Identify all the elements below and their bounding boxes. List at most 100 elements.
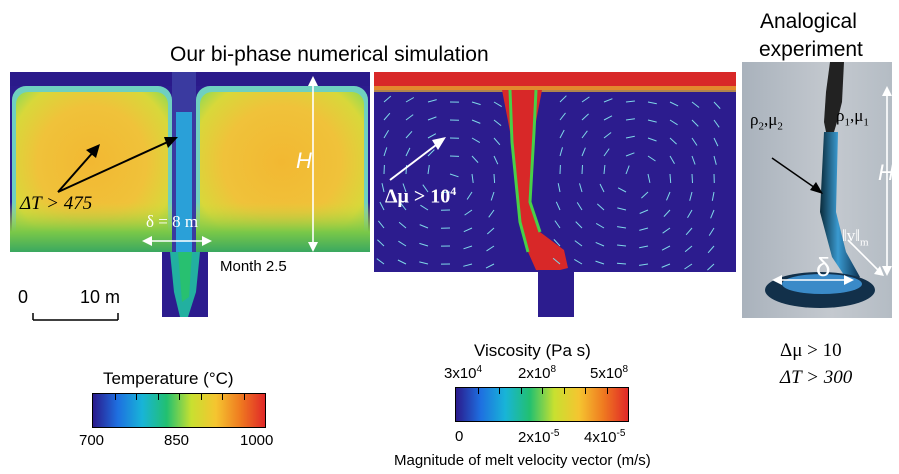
velocity-arrow <box>581 130 588 139</box>
velocity-arrow <box>713 155 717 165</box>
experiment-title-line1: Analogical <box>760 10 857 33</box>
viscosity-colorbar <box>455 387 629 422</box>
temperature-tick-850: 850 <box>164 432 190 449</box>
velocity-arrow <box>377 239 385 247</box>
delta-mu-label: Δμ > 104 <box>385 184 457 208</box>
height-label: H <box>296 148 312 173</box>
velocity-arrow <box>684 263 693 270</box>
velocity-arrow <box>398 221 407 229</box>
conduit <box>176 112 192 252</box>
velocity-tick-bottom-0: 0 <box>455 428 464 445</box>
velocity-tick-bottom-2: 4x10-5 <box>584 428 626 446</box>
colorbar-tick-mark <box>200 394 202 400</box>
velocity-arrow <box>398 240 407 247</box>
velocity-arrow <box>691 173 693 184</box>
viscous-jet <box>820 132 860 284</box>
colorbar-tick-mark <box>563 388 565 394</box>
velocity-arrow <box>488 209 495 218</box>
velocity-arrow <box>617 244 627 247</box>
velocity-arrow <box>647 155 656 162</box>
colorbar-tick-mark <box>585 388 586 394</box>
experiment-delta-label: δ <box>816 252 831 282</box>
velocity-arrow <box>710 209 715 219</box>
velocity-arrow <box>596 203 605 211</box>
velocity-arrow <box>713 119 720 128</box>
velocity-arrow <box>595 260 605 265</box>
velocity-arrow <box>405 130 413 139</box>
velocity-arrow <box>378 220 385 229</box>
velocity-arrow <box>603 115 613 121</box>
velocity-arrow <box>617 207 627 211</box>
velocity-arrow <box>639 245 649 249</box>
velocity-arrow <box>553 239 561 247</box>
velocity-arrow <box>405 147 411 157</box>
velocity-arrow <box>707 245 715 254</box>
temperature-colorbar <box>92 393 266 428</box>
velocity-arrow <box>713 137 719 147</box>
velocity-arrow <box>463 227 473 233</box>
velocity-arrow <box>691 155 696 165</box>
velocity-arrow <box>691 119 699 127</box>
velocity-arrow <box>376 258 385 265</box>
velocity-colorbar-title: Magnitude of melt velocity vector (m/s) <box>394 452 651 469</box>
velocity-arrow <box>427 133 437 139</box>
velocity-arrow <box>493 101 502 108</box>
velocity-arrow <box>449 173 459 178</box>
velocity-arrow <box>427 165 430 175</box>
velocity-vectors <box>376 95 721 271</box>
velocity-arrow <box>641 191 649 199</box>
velocity-arrow <box>595 222 605 229</box>
velocity-arrow <box>647 119 657 123</box>
velocity-arrow <box>669 173 672 184</box>
velocity-arrow <box>420 204 429 211</box>
colorbar-tick-mark <box>542 388 543 394</box>
velocity-arrow <box>669 119 678 126</box>
velocity-arrow <box>419 224 429 229</box>
velocity-arrow <box>427 116 437 121</box>
velocity-arrow <box>493 119 502 126</box>
velocity-arrow <box>555 201 561 211</box>
velocity-arrow <box>603 164 606 175</box>
velocity-arrow <box>625 135 635 139</box>
velocity-arrow <box>574 240 583 247</box>
velocity-arrow <box>581 113 589 121</box>
velocity-arrow <box>713 101 721 109</box>
time-label: Month 2.5 <box>220 258 287 275</box>
velocity-arrow <box>581 164 583 175</box>
velocity-arrow <box>493 155 499 165</box>
temperature-tick-700: 700 <box>79 432 105 449</box>
colorbar-tick-mark <box>179 394 180 400</box>
velocity-arrow <box>557 183 561 193</box>
colorbar-tick-mark <box>157 394 159 400</box>
colorbar-tick-mark <box>222 394 223 400</box>
velocity-arrow <box>707 263 715 271</box>
velocity-arrow <box>603 148 610 157</box>
velocity-arrow <box>661 245 671 251</box>
velocity-arrow <box>471 155 479 163</box>
velocity-arrow <box>554 220 561 229</box>
velocity-arrow <box>490 191 495 201</box>
colorbar-tick-mark <box>243 394 245 400</box>
viscosity-field-panel <box>374 72 736 317</box>
experiment-delta-mu-caption: Δμ > 10 <box>780 340 842 361</box>
velocity-arrow <box>493 137 501 146</box>
velocity-arrow <box>579 183 583 193</box>
scale-bar-end: 10 m <box>80 287 121 307</box>
velocity-arrow <box>625 118 635 121</box>
velocity-arrow <box>625 165 630 175</box>
velocity-arrow <box>575 221 583 229</box>
temperature-tick-1000: 1000 <box>240 432 274 449</box>
velocity-arrow <box>471 173 474 183</box>
velocity-arrow <box>595 241 605 247</box>
colorbar-tick-mark <box>477 388 479 394</box>
delta-width-label: δ = 8 m <box>146 212 199 231</box>
velocity-arrow <box>405 114 414 121</box>
velocity-arrow <box>485 263 495 269</box>
velocity-arrow <box>689 191 693 201</box>
velocity-arrow <box>669 155 675 165</box>
velocity-arrow <box>603 132 612 139</box>
viscosity-tick-top-1: 2x108 <box>518 364 557 382</box>
velocity-arrow <box>639 227 649 231</box>
colorbar-tick-mark <box>606 388 608 394</box>
